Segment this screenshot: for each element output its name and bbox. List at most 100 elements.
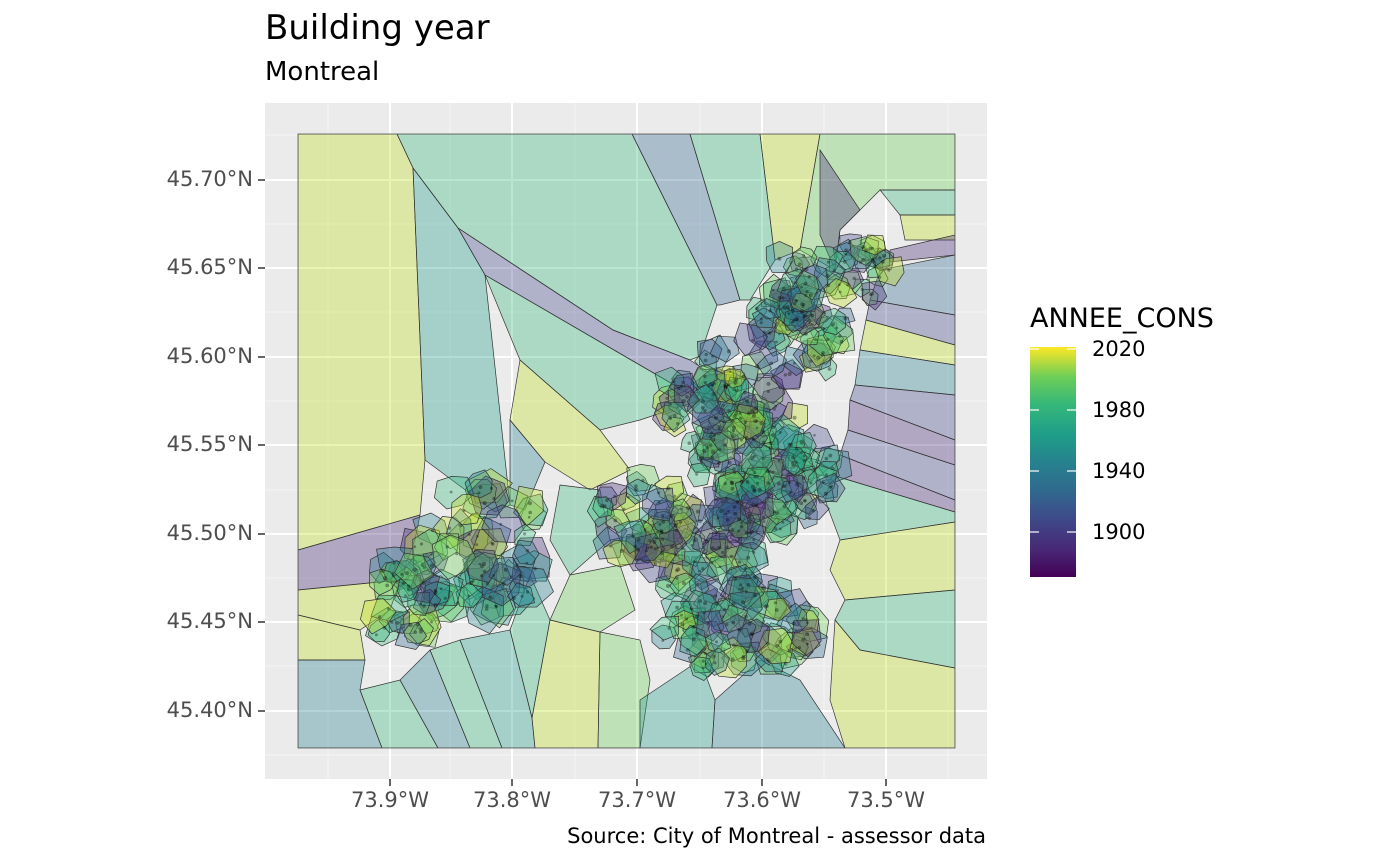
voronoi-cell [823, 277, 858, 309]
building-point [699, 455, 704, 460]
building-point [830, 466, 835, 471]
major-gridlines [265, 103, 987, 779]
building-point [652, 539, 657, 545]
voronoi-cell [696, 338, 723, 367]
building-point [685, 395, 689, 399]
building-point [385, 583, 390, 588]
building-point [791, 621, 796, 626]
building-point [826, 337, 830, 342]
legend-ticks [1030, 348, 1076, 533]
voronoi-cell [764, 325, 799, 352]
voronoi-cell [613, 520, 647, 555]
building-point [693, 625, 697, 629]
minor-gridlines [265, 103, 987, 779]
building-point [778, 332, 781, 336]
building-point [842, 260, 847, 264]
building-point [746, 555, 751, 560]
building-point [816, 355, 821, 360]
building-point [676, 567, 681, 572]
legend-label: 2020 [1092, 337, 1146, 361]
building-point [416, 623, 420, 627]
building-point [741, 656, 746, 661]
voronoi-cell [829, 619, 955, 748]
voronoi-cell [663, 416, 687, 438]
building-point [702, 611, 706, 615]
building-point [705, 446, 709, 450]
building-point [795, 482, 800, 487]
building-point [704, 662, 708, 666]
building-point [690, 543, 694, 547]
building-point [429, 563, 434, 568]
voronoi-cell [359, 679, 439, 748]
building-point [725, 518, 730, 522]
building-point [718, 448, 722, 452]
building-point [730, 481, 735, 485]
building-point [714, 497, 719, 502]
voronoi-cell [842, 244, 873, 273]
building-point [765, 469, 770, 474]
building-point [732, 467, 736, 471]
building-point [654, 562, 658, 566]
building-point [768, 441, 773, 446]
building-point [782, 305, 787, 310]
building-point [727, 383, 731, 387]
building-point [395, 621, 400, 625]
building-point [666, 486, 671, 491]
building-point [695, 509, 700, 514]
voronoi-cell [626, 478, 652, 505]
building-point [696, 582, 700, 586]
voronoi-cell [755, 297, 782, 320]
building-point [660, 551, 664, 556]
building-point [703, 358, 708, 363]
building-point [878, 256, 882, 260]
building-point [766, 381, 771, 386]
building-point [801, 637, 806, 642]
voronoi-cell [394, 621, 428, 650]
building-point [672, 380, 676, 384]
voronoi-cell [727, 516, 749, 538]
building-point [685, 617, 689, 621]
voronoi-cell [847, 399, 955, 466]
building-point [419, 629, 423, 634]
building-point [649, 545, 653, 549]
building-point [710, 383, 714, 387]
building-point [781, 321, 785, 325]
voronoi-cell [809, 447, 843, 479]
voronoi-cell [695, 610, 725, 642]
building-point [733, 512, 738, 516]
voronoi-cell [634, 532, 666, 561]
voronoi-cell [445, 508, 472, 542]
building-point [674, 529, 678, 533]
building-point [802, 314, 807, 319]
voronoi-cell [735, 522, 767, 550]
voronoi-cell [785, 472, 810, 504]
building-point [665, 583, 671, 589]
building-point [413, 545, 417, 549]
building-point [844, 252, 848, 256]
building-point [860, 287, 864, 291]
building-point [737, 529, 740, 533]
building-point [657, 501, 661, 504]
building-point [700, 399, 706, 404]
voronoi-cell [805, 496, 830, 521]
building-point [752, 538, 756, 542]
building-point [675, 576, 679, 580]
building-point [634, 487, 639, 492]
building-point [821, 352, 824, 356]
building-point [838, 283, 841, 286]
voronoi-cell [758, 433, 779, 458]
voronoi-cell [799, 326, 836, 361]
building-point [609, 544, 613, 548]
building-point [713, 594, 718, 598]
building-point [752, 550, 756, 554]
building-point [714, 531, 718, 535]
building-point [753, 454, 756, 458]
building-point [413, 567, 418, 573]
building-point [750, 456, 755, 460]
building-point [751, 338, 755, 342]
voronoi-cell [819, 148, 861, 272]
building-point [619, 549, 624, 553]
building-point [510, 499, 514, 503]
x-tick-label: 73.9°W [350, 788, 430, 812]
building-point [713, 416, 718, 420]
